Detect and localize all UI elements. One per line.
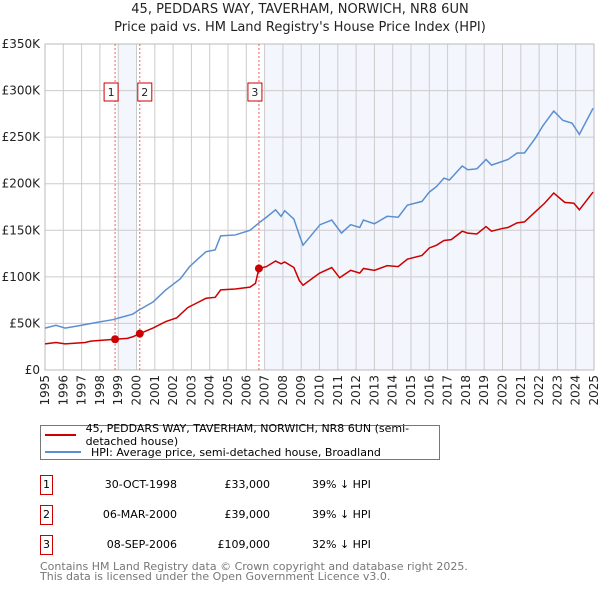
sale-label-box xyxy=(103,82,119,102)
y-tick-label: £250K xyxy=(2,130,42,144)
y-tick-label: £300K xyxy=(2,84,42,98)
x-tick-label: 2011 xyxy=(331,375,345,406)
x-tick-label: 2018 xyxy=(459,375,473,406)
x-tick-label: 2025 xyxy=(587,375,600,406)
x-tick-label: 1998 xyxy=(93,375,107,406)
plot-border xyxy=(44,43,595,371)
y-tick-label: £200K xyxy=(2,177,42,191)
legend-label-hpi: HPI: Average price, semi-detached house,… xyxy=(91,445,381,459)
x-tick-label: 2010 xyxy=(313,375,327,406)
x-tick-label: 2005 xyxy=(221,375,235,406)
transaction-price: £109,000 xyxy=(217,538,271,551)
transaction-date: 30-OCT-1998 xyxy=(104,478,177,491)
legend-item-hpi: HPI: Average price, semi-detached house,… xyxy=(45,444,381,460)
x-tick-label: 1996 xyxy=(56,375,70,406)
x-tick-label: 2008 xyxy=(276,375,290,406)
legend-swatch-hpi xyxy=(45,451,81,453)
transaction-date: 08-SEP-2006 xyxy=(106,538,177,551)
x-tick-label: 2003 xyxy=(184,375,198,406)
transaction-number: 2 xyxy=(40,505,53,525)
sale-point xyxy=(254,264,263,273)
x-tick-label: 2007 xyxy=(258,375,272,406)
x-tick-label: 2016 xyxy=(422,375,436,406)
chart-subtitle: Price paid vs. HM Land Registry's House … xyxy=(114,20,486,35)
y-tick-label: £350K xyxy=(2,37,42,51)
x-tick-label: 2019 xyxy=(477,375,491,406)
property-line xyxy=(44,191,594,345)
x-tick-label: 2012 xyxy=(349,375,363,406)
x-tick-label: 2020 xyxy=(496,375,510,406)
x-tick-label: 2002 xyxy=(166,375,180,406)
transaction-price: £33,000 xyxy=(224,478,271,491)
x-tick-label: 2001 xyxy=(148,375,162,406)
sale-label: 3 xyxy=(251,86,258,99)
x-tick-label: 2014 xyxy=(386,375,400,406)
x-tick-label: 2015 xyxy=(404,375,418,406)
legend-swatch-property xyxy=(45,434,76,436)
y-tick-label: £50K xyxy=(9,316,41,330)
sale-label-box xyxy=(137,82,153,102)
hpi-line xyxy=(44,107,594,329)
x-tick-label: 1997 xyxy=(75,375,89,406)
legend: 45, PEDDARS WAY, TAVERHAM, NORWICH, NR8 … xyxy=(40,422,440,460)
x-tick-label: 2000 xyxy=(130,375,144,406)
transaction-hpi-diff: 39% ↓ HPI xyxy=(312,478,371,491)
footer-licence: This data is licensed under the Open Gov… xyxy=(40,570,391,583)
sale-label: 2 xyxy=(141,86,148,99)
x-tick-label: 2021 xyxy=(514,375,528,406)
transaction-number: 1 xyxy=(40,475,53,495)
legend-item-property: 45, PEDDARS WAY, TAVERHAM, NORWICH, NR8 … xyxy=(45,422,439,448)
legend-label-property: 45, PEDDARS WAY, TAVERHAM, NORWICH, NR8 … xyxy=(85,422,410,448)
transaction-number: 3 xyxy=(40,535,53,555)
x-tick-label: 2024 xyxy=(569,375,583,406)
shaded-range xyxy=(118,44,137,370)
sale-point xyxy=(135,329,144,338)
transaction-price: £39,000 xyxy=(224,508,271,521)
chart-title: 45, PEDDARS WAY, TAVERHAM, NORWICH, NR8 … xyxy=(131,2,469,17)
x-tick-label: 2022 xyxy=(532,375,546,406)
x-tick-label: 1995 xyxy=(38,375,52,406)
transaction-hpi-diff: 39% ↓ HPI xyxy=(312,508,371,521)
x-tick-label: 2004 xyxy=(203,375,217,406)
x-tick-label: 2006 xyxy=(239,375,253,406)
x-tick-label: 2009 xyxy=(294,375,308,406)
x-tick-label: 1999 xyxy=(111,375,125,406)
footer-copyright: Contains HM Land Registry data © Crown c… xyxy=(40,560,468,573)
sale-label: 1 xyxy=(108,86,115,99)
x-tick-label: 2013 xyxy=(367,375,381,406)
sale-label-box xyxy=(247,82,263,102)
y-tick-label: £0 xyxy=(25,363,40,377)
y-tick-label: £150K xyxy=(2,223,42,237)
price-chart: £0 £50K £100K £150K £200K £250K £300K £350K 1995… xyxy=(2,37,600,406)
transaction-date: 06-MAR-2000 xyxy=(102,508,177,521)
x-tick-label: 2023 xyxy=(550,375,564,406)
transaction-hpi-diff: 32% ↓ HPI xyxy=(312,538,371,551)
y-tick-label: £100K xyxy=(2,270,42,284)
sale-point xyxy=(111,335,120,344)
x-tick-label: 2017 xyxy=(441,375,455,406)
